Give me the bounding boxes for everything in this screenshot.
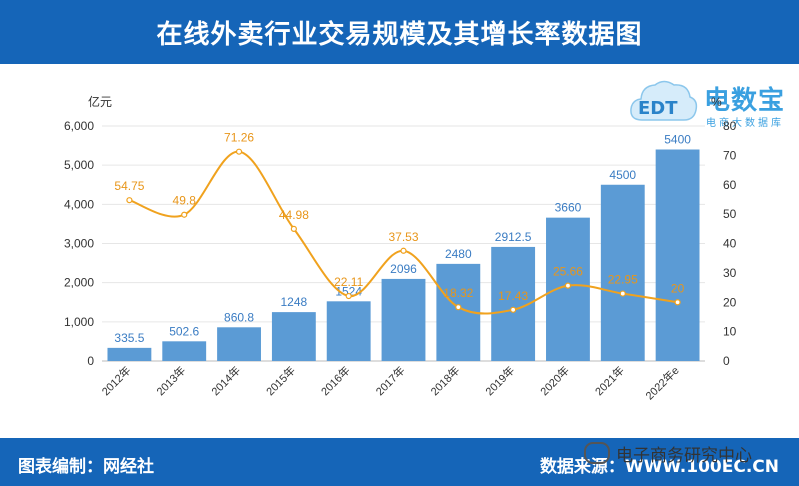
growth-point <box>126 197 133 204</box>
growth-value-label: 18.32 <box>443 286 473 300</box>
growth-line <box>129 150 678 315</box>
y-right-tick-label: 60 <box>723 178 737 192</box>
growth-value-label: 17.43 <box>498 289 528 303</box>
bar <box>162 341 207 361</box>
growth-value-label: 54.75 <box>114 179 144 193</box>
bar-value-label: 2480 <box>445 247 472 261</box>
y-right-tick-label: 10 <box>723 325 737 339</box>
bar <box>381 278 426 361</box>
growth-value-label: 25.66 <box>553 265 583 279</box>
cloud-icon <box>630 80 698 121</box>
x-tick-label: 2015年 <box>263 363 298 398</box>
y-left-tick-label: 2,000 <box>64 276 94 290</box>
growth-point <box>455 304 462 311</box>
growth-point <box>181 211 188 218</box>
y-left-tick-label: 0 <box>87 354 94 368</box>
growth-point <box>510 306 517 313</box>
bar-value-label: 1248 <box>281 295 308 309</box>
logo-en: EDT <box>638 98 678 119</box>
x-tick-label: 2017年 <box>373 363 408 398</box>
footer-credit: 图表编制：网经社 <box>18 457 154 477</box>
growth-point <box>674 299 681 306</box>
bar-value-label: 5400 <box>664 133 691 147</box>
x-tick-label: 2022年e <box>642 363 681 402</box>
y-right-tick-label: 0 <box>723 354 730 368</box>
x-tick-label: 2020年 <box>537 363 572 398</box>
bar-value-label: 335.5 <box>114 331 144 345</box>
y-left-axis-label: 亿元 <box>88 94 112 109</box>
wechat-icon <box>584 442 610 464</box>
growth-point <box>290 225 297 232</box>
chart-footer: 图表编制：网经社 数据来源：WWW.100EC.CN <box>0 438 799 486</box>
x-tick-label: 2014年 <box>208 363 243 398</box>
y-left-tick-label: 3,000 <box>64 237 94 251</box>
chart-title: 在线外卖行业交易规模及其增长率数据图 <box>156 20 643 50</box>
x-tick-label: 2013年 <box>153 363 188 398</box>
bar-value-label: 502.6 <box>169 324 199 338</box>
logo-tagline: 电商大数据库 <box>706 118 784 129</box>
growth-value-label: 71.26 <box>224 131 254 145</box>
growth-value-label: 20 <box>671 281 685 295</box>
growth-value-label: 22.95 <box>608 273 638 287</box>
growth-point <box>619 290 626 297</box>
growth-value-label: 44.98 <box>279 208 309 222</box>
x-tick-label: 2018年 <box>427 363 462 398</box>
y-left-tick-label: 1,000 <box>64 315 94 329</box>
y-right-tick-label: 20 <box>723 295 737 309</box>
logo-cn: 电数宝 <box>704 86 786 116</box>
bar-value-label: 3660 <box>555 201 582 215</box>
bar <box>546 217 590 361</box>
growth-value-label: 37.53 <box>388 230 418 244</box>
x-tick-label: 2021年 <box>592 363 627 398</box>
growth-value-label: 49.8 <box>173 194 197 208</box>
bar <box>600 184 645 361</box>
growth-value-label: 22.11 <box>334 275 363 289</box>
bar <box>655 149 700 361</box>
y-left-tick-label: 6,000 <box>64 119 94 133</box>
wechat-label: 电子商务研究中心 <box>616 445 752 466</box>
wechat-watermark: 电子商务研究中心 <box>584 438 752 468</box>
y-right-tick-label: 30 <box>723 266 737 280</box>
x-tick-label: 2019年 <box>482 363 517 398</box>
growth-point <box>345 292 352 300</box>
x-tick-label: 2016年 <box>318 363 353 398</box>
y-left-tick-label: 4,000 <box>64 197 94 211</box>
bar <box>217 327 261 361</box>
growth-point <box>400 247 407 254</box>
bar <box>107 347 152 361</box>
bar-value-label: 2096 <box>390 262 417 276</box>
y-left-tick-label: 5,000 <box>64 158 94 172</box>
bar-value-label: 4500 <box>609 168 636 182</box>
y-right-axis-label: % <box>711 95 722 109</box>
bar-value-label: 2912.5 <box>495 230 532 244</box>
chart-header: 在线外卖行业交易规模及其增长率数据图 <box>0 0 799 64</box>
edt-logo: EDT 电数宝 电商大数据库 <box>628 70 793 140</box>
bar <box>326 301 371 361</box>
y-right-tick-label: 50 <box>723 207 737 221</box>
y-right-tick-label: 70 <box>723 148 737 162</box>
y-right-tick-label: 80 <box>723 119 737 133</box>
growth-point <box>564 282 572 289</box>
bar <box>271 312 316 361</box>
growth-point <box>235 148 243 155</box>
y-right-tick-label: 40 <box>723 237 737 251</box>
bar-value-label: 860.8 <box>224 310 254 324</box>
x-tick-label: 2012年 <box>99 363 134 398</box>
